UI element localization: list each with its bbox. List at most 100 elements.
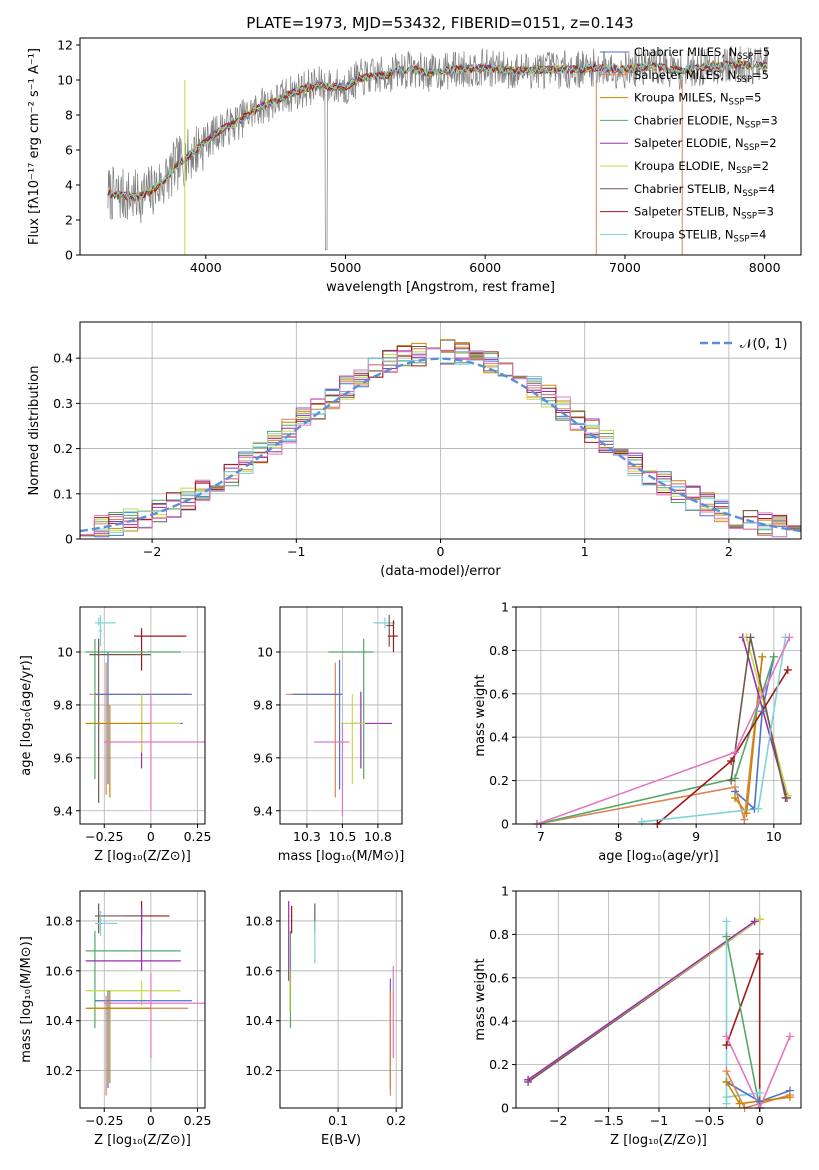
- x-tick-label: −0.25: [85, 829, 123, 844]
- axes-frame: [79, 37, 802, 256]
- y-tick-label: 10.8: [245, 913, 273, 928]
- axes-frame: [515, 890, 802, 1109]
- plot-area: [527, 918, 791, 1108]
- plus-marker: [754, 804, 763, 813]
- histogram-step: [80, 339, 801, 537]
- y-tick-label: 10.2: [45, 1063, 73, 1078]
- plus-marker: [730, 783, 739, 792]
- y-tick-label: 6: [65, 143, 73, 158]
- plus-marker: [727, 776, 736, 785]
- y-tick-label: 0.3: [53, 396, 73, 411]
- plus-marker: [758, 707, 767, 716]
- y-tick-label: 0.6: [489, 970, 509, 985]
- y-tick-label: 9.8: [53, 697, 73, 712]
- x-axis-label: Z [log₁₀(Z/Z⊙)]: [610, 1133, 707, 1148]
- plus-marker: [740, 815, 749, 824]
- axes-frame: [515, 606, 802, 825]
- axes-frame: [79, 890, 206, 1109]
- y-tick-label: 4: [65, 178, 73, 193]
- y-tick-label: 2: [65, 213, 73, 228]
- plus-marker: [722, 1077, 731, 1086]
- plus-marker: [750, 917, 759, 926]
- y-tick-label: 1: [501, 884, 509, 899]
- x-tick-label: −1: [650, 1113, 668, 1128]
- plus-marker: [722, 1032, 731, 1041]
- y-tick-label: 9.6: [53, 750, 73, 765]
- axes-age_vs_Z: −0.25 0 0.25 9.4 9.6 9.8 10 Z [log₁₀(Z/Z⊙)] age …: [19, 606, 212, 864]
- x-tick-label: 9: [692, 829, 700, 844]
- y-axis-label: mass [log₁₀(M/M⊙)]: [19, 936, 34, 1063]
- plus-marker: [722, 1067, 731, 1076]
- x-tick-label: −1: [287, 544, 305, 559]
- plus-marker: [781, 793, 790, 802]
- y-tick-label: 10.4: [45, 1013, 73, 1028]
- y-tick-label: 0.6: [489, 686, 509, 701]
- y-tick-label: 0.4: [53, 351, 73, 366]
- model-spectrum-line: [107, 59, 768, 201]
- y-tick-label: 0.2: [53, 441, 73, 456]
- x-tick-label: 7000: [609, 260, 641, 275]
- plus-marker: [755, 1088, 764, 1097]
- plus-marker: [783, 665, 792, 674]
- y-tick-label: 0: [65, 248, 73, 263]
- y-tick-label: 0.8: [489, 643, 509, 658]
- x-tick-label: 10.8: [364, 829, 392, 844]
- axes-mass_vs_Z: −0.25 0 0.25 10.2 10.4 10.6 10.8 Z [log₁₀(Z/Z⊙)…: [19, 890, 212, 1148]
- x-tick-label: 0: [756, 1113, 764, 1128]
- legend-label: Salpeter STELIB, NSSP=3: [634, 205, 774, 222]
- normal-curve: [80, 357, 801, 533]
- legend-label: Chabrier STELIB, NSSP=4: [634, 182, 775, 199]
- y-tick-label: 9.4: [53, 803, 73, 818]
- residual-legend: 𝒩(0, 1): [700, 337, 787, 352]
- y-axis-label: mass weight: [473, 958, 488, 1040]
- plus-marker: [730, 748, 739, 757]
- y-tick-label: 0.2: [489, 773, 509, 788]
- x-tick-label: 5000: [330, 260, 362, 275]
- x-tick-label: −2: [549, 1113, 567, 1128]
- y-tick-label: 0.2: [489, 1057, 509, 1072]
- plus-marker: [722, 1093, 731, 1102]
- x-tick-label: 10.3: [293, 829, 321, 844]
- plot-area: [85, 900, 205, 1096]
- y-tick-label: 9.8: [253, 697, 273, 712]
- y-tick-label: 9.4: [253, 803, 273, 818]
- y-axis-label: Normed distribution: [27, 366, 42, 496]
- spectrum-legend: Chabrier MILES, NSSP=5 Salpeter MILES, NS…: [600, 45, 778, 244]
- x-axis-label: wavelength [Angstrom, rest frame]: [326, 280, 555, 295]
- y-tick-label: 10.2: [245, 1063, 273, 1078]
- x-axis-label: Z [log₁₀(Z/Z⊙)]: [94, 849, 191, 864]
- x-tick-label: 7: [537, 829, 545, 844]
- plus-marker: [755, 915, 764, 924]
- x-tick-label: 8000: [749, 260, 781, 275]
- plus-marker: [785, 633, 794, 642]
- plus-marker: [727, 757, 736, 766]
- x-axis-label: E(B-V): [321, 1133, 361, 1148]
- x-tick-label: 0.25: [184, 829, 212, 844]
- weight-line: [725, 936, 761, 1108]
- axes-mass_vs_ebv: 0.1 0.2 10.2 10.4 10.6 10.8 E(B-V): [245, 890, 406, 1148]
- x-axis-label: mass [log₁₀(M/M⊙)]: [278, 849, 405, 864]
- x-tick-label: 0: [147, 1113, 155, 1128]
- y-tick-label: 10.6: [245, 963, 273, 978]
- legend-label: Kroupa STELIB, NSSP=4: [634, 227, 766, 244]
- y-tick-label: 8: [65, 108, 73, 123]
- plus-marker: [524, 1075, 533, 1084]
- axes-frame: [279, 606, 403, 825]
- x-tick-label: −1.5: [593, 1113, 623, 1128]
- y-tick-label: 10.6: [45, 963, 73, 978]
- axes-weight_vs_age: 7 8 9 10 0 0.2 0.4 0.6 0.8 1 age [log₁₀(age/yr)] ma…: [473, 600, 802, 864]
- x-axis-label: Z [log₁₀(Z/Z⊙)]: [94, 1133, 191, 1148]
- legend-label: Chabrier MILES, NSSP=5: [634, 45, 770, 62]
- x-tick-label: 0.25: [184, 1113, 212, 1128]
- x-tick-label: 0: [147, 829, 155, 844]
- x-tick-label: 10.5: [328, 829, 356, 844]
- histogram-step: [80, 348, 801, 538]
- plus-marker: [722, 932, 731, 941]
- legend-label: Salpeter ELODIE, NSSP=2: [634, 136, 777, 153]
- plot-area: [285, 614, 398, 817]
- x-tick-label: −0.5: [694, 1113, 724, 1128]
- y-tick-label: 0.8: [489, 927, 509, 942]
- y-tick-label: 0.4: [489, 730, 509, 745]
- plus-marker: [722, 917, 731, 926]
